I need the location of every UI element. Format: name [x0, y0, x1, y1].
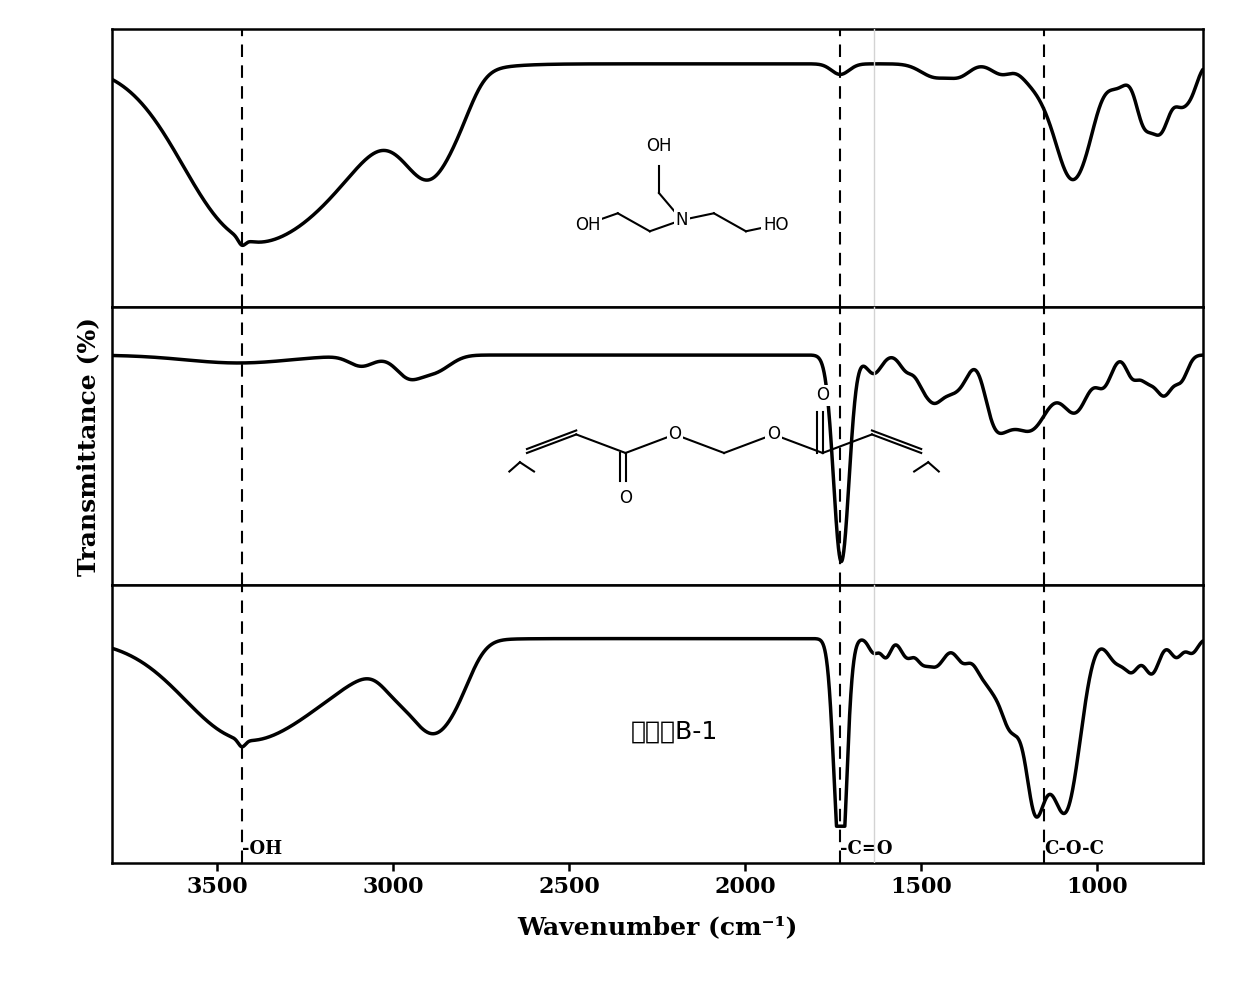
Text: O: O [766, 426, 780, 443]
Text: -OH: -OH [242, 840, 281, 858]
Y-axis label: Transmittance (%): Transmittance (%) [77, 317, 100, 576]
Text: OH: OH [575, 216, 600, 233]
Text: HO: HO [763, 216, 789, 233]
X-axis label: Wavenumber (cm⁻¹): Wavenumber (cm⁻¹) [517, 915, 797, 939]
Text: -C=O: -C=O [841, 840, 893, 858]
Text: O: O [816, 387, 830, 404]
Text: 聚合物B-1: 聚合物B-1 [631, 719, 718, 744]
Text: N: N [676, 211, 688, 229]
Text: C-O-C: C-O-C [1044, 840, 1105, 858]
Text: OH: OH [646, 137, 672, 155]
Text: O: O [668, 426, 681, 443]
Text: O: O [619, 489, 632, 507]
